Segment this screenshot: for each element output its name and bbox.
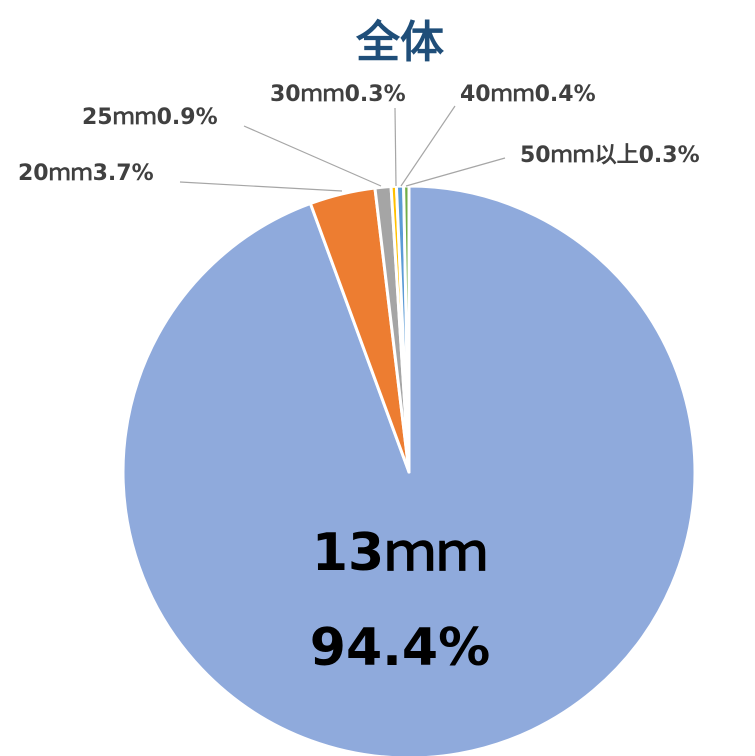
leader-line-5 bbox=[405, 157, 506, 187]
leader-line-3 bbox=[394, 107, 397, 187]
slice-label-5: 50ｍｍ以上0.3% bbox=[520, 143, 700, 168]
slice-label-2: 25ｍｍ0.9% bbox=[82, 105, 218, 130]
chart-title: 全体 bbox=[355, 17, 444, 68]
leader-line-4 bbox=[400, 105, 456, 187]
slice-label-0-value: 94.4% bbox=[310, 618, 490, 678]
leader-line-2 bbox=[243, 125, 382, 187]
leader-lines bbox=[179, 105, 506, 192]
leader-line-1 bbox=[179, 181, 343, 192]
slice-label-0-name: 13ｍｍ bbox=[312, 523, 488, 583]
slice-label-4: 40ｍｍ0.4% bbox=[460, 82, 596, 107]
slice-label-3: 30ｍｍ0.3% bbox=[270, 82, 406, 107]
slice-labels: 13ｍｍ 94.4% 20ｍｍ3.7% 25ｍｍ0.9% 30ｍｍ0.3% 40ｍｍ0.4… bbox=[18, 82, 700, 678]
slice-label-1: 20ｍｍ3.7% bbox=[18, 161, 154, 186]
